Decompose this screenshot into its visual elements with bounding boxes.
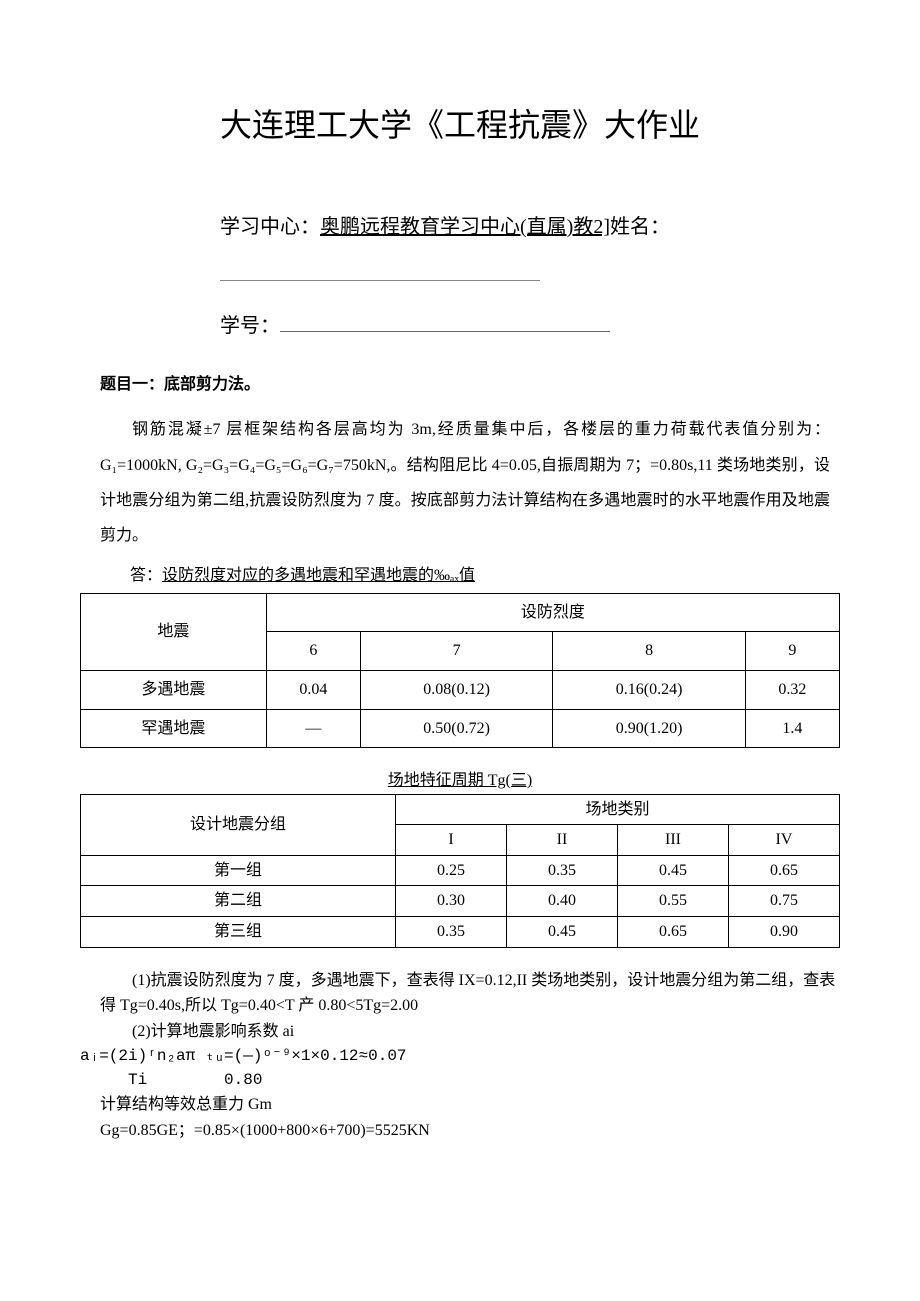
cell: 0.45 (617, 855, 728, 886)
document-title: 大连理工大学《工程抗震》大作业 (80, 100, 840, 151)
cell: 0.25 (396, 855, 507, 886)
cell: 1.4 (745, 709, 839, 748)
cell: 0.35 (396, 917, 507, 948)
row-label: 罕遇地震 (81, 709, 267, 748)
table2-caption: 场地特征周期 Tg(三) (80, 768, 840, 794)
answer-prefix: 答： (130, 567, 162, 584)
cell: 0.75 (728, 886, 839, 917)
table2-col-0: I (396, 825, 507, 856)
cell: 0.30 (396, 886, 507, 917)
cell: 0.16(0.24) (553, 670, 745, 709)
student-number-line: 学号： (80, 310, 840, 342)
table2-col-3: IV (728, 825, 839, 856)
table1-col-0: 6 (266, 632, 360, 671)
row-label: 多遇地震 (81, 670, 267, 709)
row-label: 第三组 (81, 917, 396, 948)
cell: — (266, 709, 360, 748)
formula-ai-denom: Ti 0.80 (80, 1068, 840, 1092)
solution-step-3: 计算结构等效总重力 Gm (80, 1092, 840, 1118)
cell: 0.40 (507, 886, 618, 917)
table-row: 第一组 0.25 0.35 0.45 0.65 (81, 855, 840, 886)
table2-col-2: III (617, 825, 728, 856)
number-label: 学号： (220, 315, 280, 337)
formula-ai: aᵢ=(2i)ʳn₂aπ ₜᵤ=(—)ᵒ⁻⁹×1×0.12≈0.07 (80, 1044, 840, 1068)
cell: 0.32 (745, 670, 839, 709)
number-blank (280, 318, 610, 332)
intensity-table: 地震 设防烈度 6 7 8 9 多遇地震 0.04 0.08(0.12) 0.1… (80, 593, 840, 748)
name-label: 姓名： (610, 216, 670, 238)
formula-gg: Gg=0.85GE；=0.85×(1000+800×6+700)=5525KN (80, 1118, 840, 1144)
table1-row-header: 地震 (81, 593, 267, 670)
table-row: 第二组 0.30 0.40 0.55 0.75 (81, 886, 840, 917)
solution-step-2: (2)计算地震影响系数 ai (80, 1019, 840, 1045)
cell: 0.35 (507, 855, 618, 886)
cell: 0.04 (266, 670, 360, 709)
solution-step-1: (1)抗震设防烈度为 7 度，多遇地震下，查表得 IX=0.12,II 类场地类… (80, 968, 840, 1019)
answer-line: 答：设防烈度对应的多遇地震和罕遇地震的‰ₐₓ值 (80, 563, 840, 589)
cell: 0.08(0.12) (360, 670, 552, 709)
table1-col-3: 9 (745, 632, 839, 671)
center-label: 学习中心： (220, 216, 320, 238)
problem-paragraph: 钢筋混凝±7 层框架结构各层高均为 3m,经质量集中后，各楼层的重力荷载代表值分… (80, 412, 840, 553)
learning-center-line: 学习中心：奥鹏远程教育学习中心(直属)教2]姓名： (80, 211, 840, 243)
cell: 0.65 (728, 855, 839, 886)
cell: 0.45 (507, 917, 618, 948)
table-row: 多遇地震 0.04 0.08(0.12) 0.16(0.24) 0.32 (81, 670, 840, 709)
table-row: 第三组 0.35 0.45 0.65 0.90 (81, 917, 840, 948)
row-label: 第二组 (81, 886, 396, 917)
table2-row-header: 设计地震分组 (81, 794, 396, 855)
table-row: 罕遇地震 — 0.50(0.72) 0.90(1.20) 1.4 (81, 709, 840, 748)
cell: 0.50(0.72) (360, 709, 552, 748)
name-underline (80, 263, 840, 290)
table1-col-header: 设防烈度 (266, 593, 839, 632)
answer-text: 设防烈度对应的多遇地震和罕遇地震的‰ₐₓ值 (162, 567, 475, 584)
cell: 0.65 (617, 917, 728, 948)
row-label: 第一组 (81, 855, 396, 886)
table2-col-1: II (507, 825, 618, 856)
cell: 0.90(1.20) (553, 709, 745, 748)
table1-col-2: 8 (553, 632, 745, 671)
table2-col-header: 场地类别 (396, 794, 840, 825)
cell: 0.90 (728, 917, 839, 948)
center-value: 奥鹏远程教育学习中心(直属)教2] (320, 216, 610, 238)
cell: 0.55 (617, 886, 728, 917)
site-period-table: 设计地震分组 场地类别 I II III IV 第一组 0.25 0.35 0.… (80, 794, 840, 948)
section-1-heading: 题目一：底部剪力法。 (80, 372, 840, 398)
table1-col-1: 7 (360, 632, 552, 671)
